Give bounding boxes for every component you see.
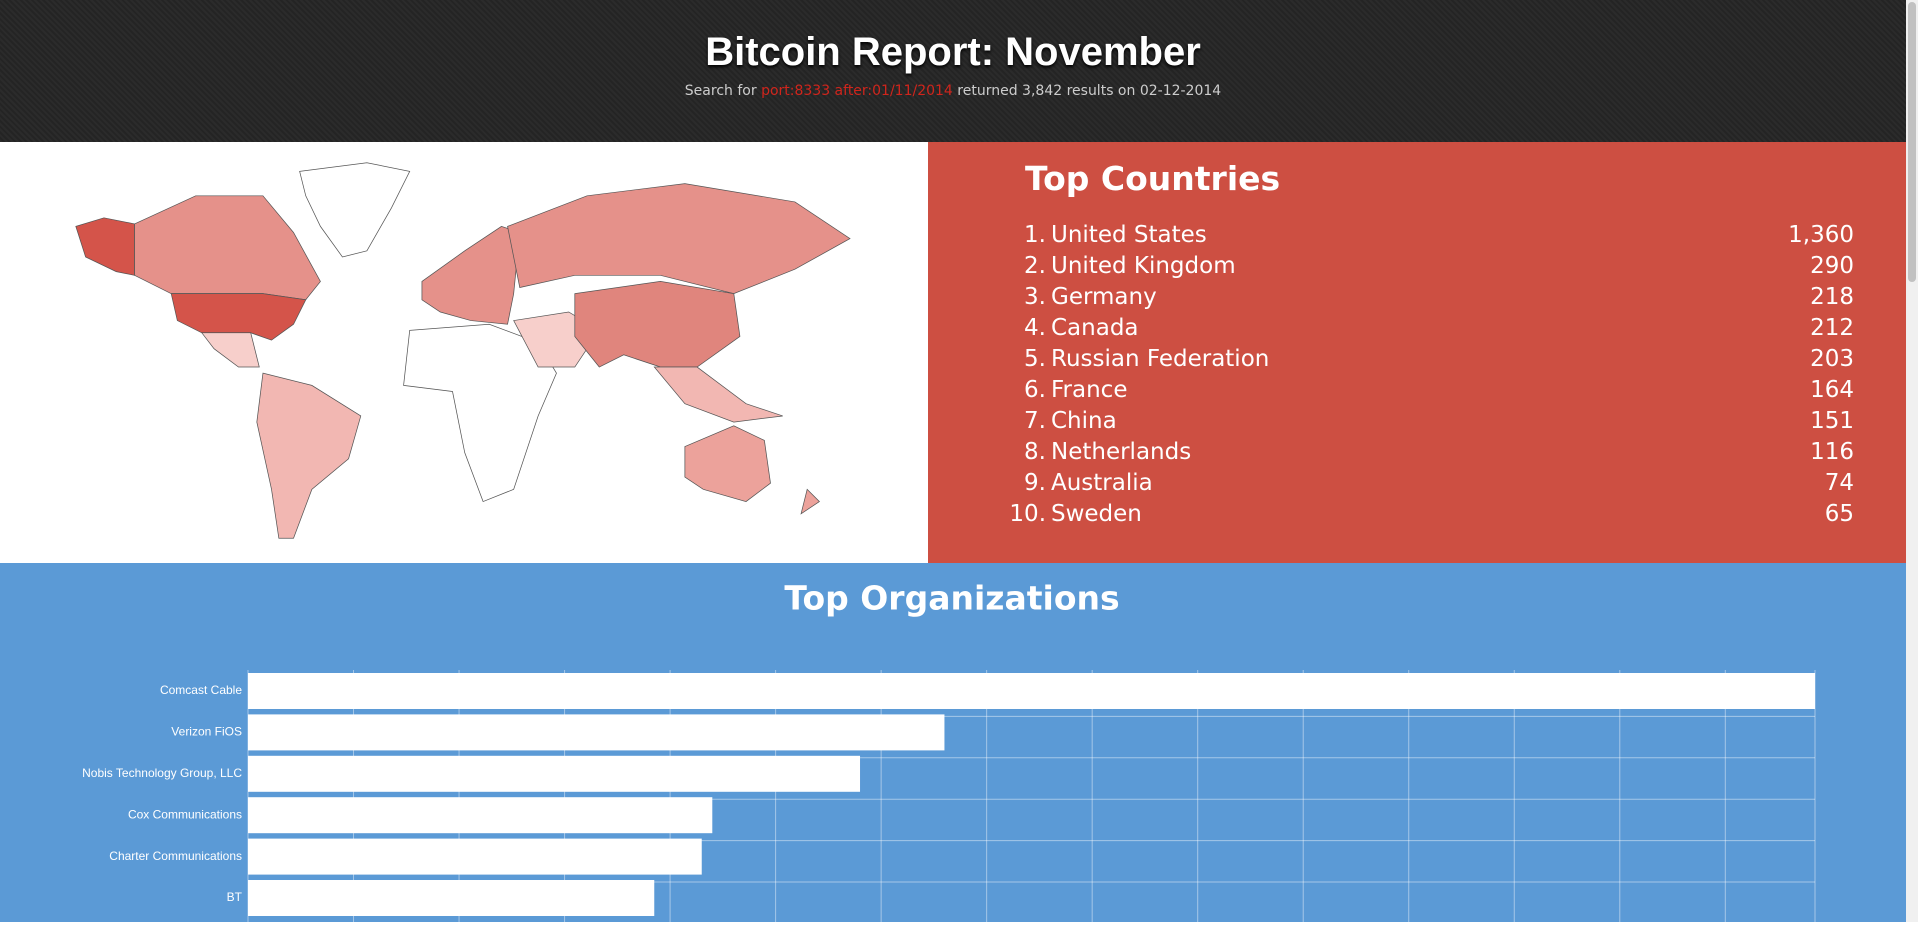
bar [248,880,655,916]
y-tick-label: Verizon FiOS [171,725,242,739]
bar [248,673,1815,709]
countries-title: Top Countries [1025,159,1281,198]
country-name: China [1051,408,1117,434]
country-count: 1,360 [1788,222,1854,248]
country-rank: 2. [1024,253,1046,279]
country-row: 5. Russian Federation 203 [928,346,1854,377]
country-rank: 1. [1024,222,1046,248]
country-count: 74 [1824,470,1854,496]
greenland [299,162,411,258]
country-count: 290 [1810,253,1854,279]
country-name: Netherlands [1051,439,1192,465]
country-count: 164 [1810,377,1854,403]
country-row: 8. Netherlands 116 [928,439,1854,470]
y-tick-label: Charter Communications [109,849,242,863]
europe [421,225,521,325]
country-count: 116 [1810,439,1854,465]
country-rank: 9. [1024,470,1046,496]
top-countries-panel: Top Countries 1. United States 1,360 2. Unit… [928,142,1906,563]
y-tick-label: Nobis Technology Group, LLC [82,766,242,780]
mexico [201,332,260,368]
country-row: 3. Germany 218 [928,284,1854,315]
country-count: 203 [1810,346,1854,372]
country-name: Canada [1051,315,1139,341]
australia [684,425,771,502]
southeast-asia [653,366,783,423]
bar [248,755,861,792]
country-row: 10. Sweden 65 [928,501,1854,532]
country-rank: 3. [1024,284,1046,310]
country-name: United States [1051,222,1207,248]
country-name: Sweden [1051,501,1142,527]
south-america [256,372,362,539]
bar [248,714,945,751]
alaska [75,217,135,276]
chart-title: Top Organizations [784,579,1119,618]
usa [170,293,307,341]
country-name: United Kingdom [1051,253,1236,279]
y-tick-label: Comcast Cable [160,683,242,697]
search-query: port:8333 after:01/11/2014 [761,83,953,99]
country-row: 6. France 164 [928,377,1854,408]
russia [507,183,851,295]
new-zealand [800,488,820,515]
organizations-panel: Top Organizations Comcast Cable Verizon F… [0,563,1906,922]
country-name: Australia [1051,470,1153,496]
scrollbar[interactable] [1906,0,1918,922]
country-row: 1. United States 1,360 [928,222,1854,253]
country-rank: 5. [1024,346,1046,372]
country-count: 151 [1810,408,1854,434]
subtitle: Search for port:8333 after:01/11/2014 re… [0,83,1906,99]
country-count: 218 [1810,284,1854,310]
y-tick-label: Cox Communications [128,807,242,821]
country-rank: 6. [1024,377,1046,403]
subtitle-suffix: returned 3,842 results on 02-12-2014 [957,83,1222,99]
header: Bitcoin Report: November Search for port… [0,0,1906,142]
org-chart: Top Organizations Comcast Cable Verizon F… [82,579,1816,922]
asia [574,281,741,368]
scroll-thumb[interactable] [1908,2,1916,282]
country-rank: 10. [1009,501,1046,527]
country-rank: 7. [1024,408,1046,434]
country-rank: 8. [1024,439,1046,465]
map-svg [75,162,851,539]
country-row: 9. Australia 74 [928,470,1854,501]
world-map [0,142,928,563]
country-row: 4. Canada 212 [928,315,1854,346]
subtitle-prefix: Search for [684,83,757,99]
report-title: Bitcoin Report: November [705,30,1201,74]
country-name: Russian Federation [1051,346,1270,372]
y-tick-label: BT [227,890,243,904]
country-name: France [1051,377,1128,403]
country-rank: 4. [1024,315,1046,341]
bar [248,838,702,875]
country-name: Germany [1051,284,1157,310]
country-count: 212 [1810,315,1854,341]
country-count: 65 [1824,501,1854,527]
country-row: 2. United Kingdom 290 [928,253,1854,284]
country-row: 7. China 151 [928,408,1854,439]
bar [248,797,713,834]
canada [134,195,321,301]
